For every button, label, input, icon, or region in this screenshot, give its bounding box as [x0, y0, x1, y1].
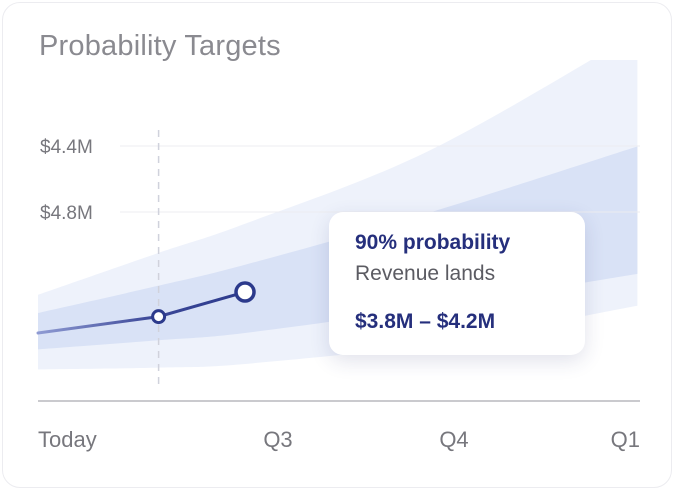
x-tick-label: Q3 — [263, 427, 292, 452]
tooltip-heading: 90% probability — [355, 231, 511, 254]
y-tick-label: $4.4M — [40, 137, 93, 158]
x-tick-label: Q1 — [611, 427, 640, 452]
tooltip-range-value: $3.8M – $4.2M — [355, 310, 496, 333]
probability-tooltip: 90% probability Revenue lands $3.8M – $4… — [329, 212, 585, 355]
card-title: Probability Targets — [39, 30, 281, 62]
tooltip-subheading: Revenue lands — [355, 262, 496, 285]
y-tick-label: $4.8M — [40, 203, 93, 224]
forecast-data-point[interactable] — [151, 309, 167, 325]
x-tick-label: Q4 — [439, 427, 468, 452]
highlighted-data-point[interactable] — [234, 281, 256, 303]
x-tick-label: Today — [38, 427, 97, 452]
